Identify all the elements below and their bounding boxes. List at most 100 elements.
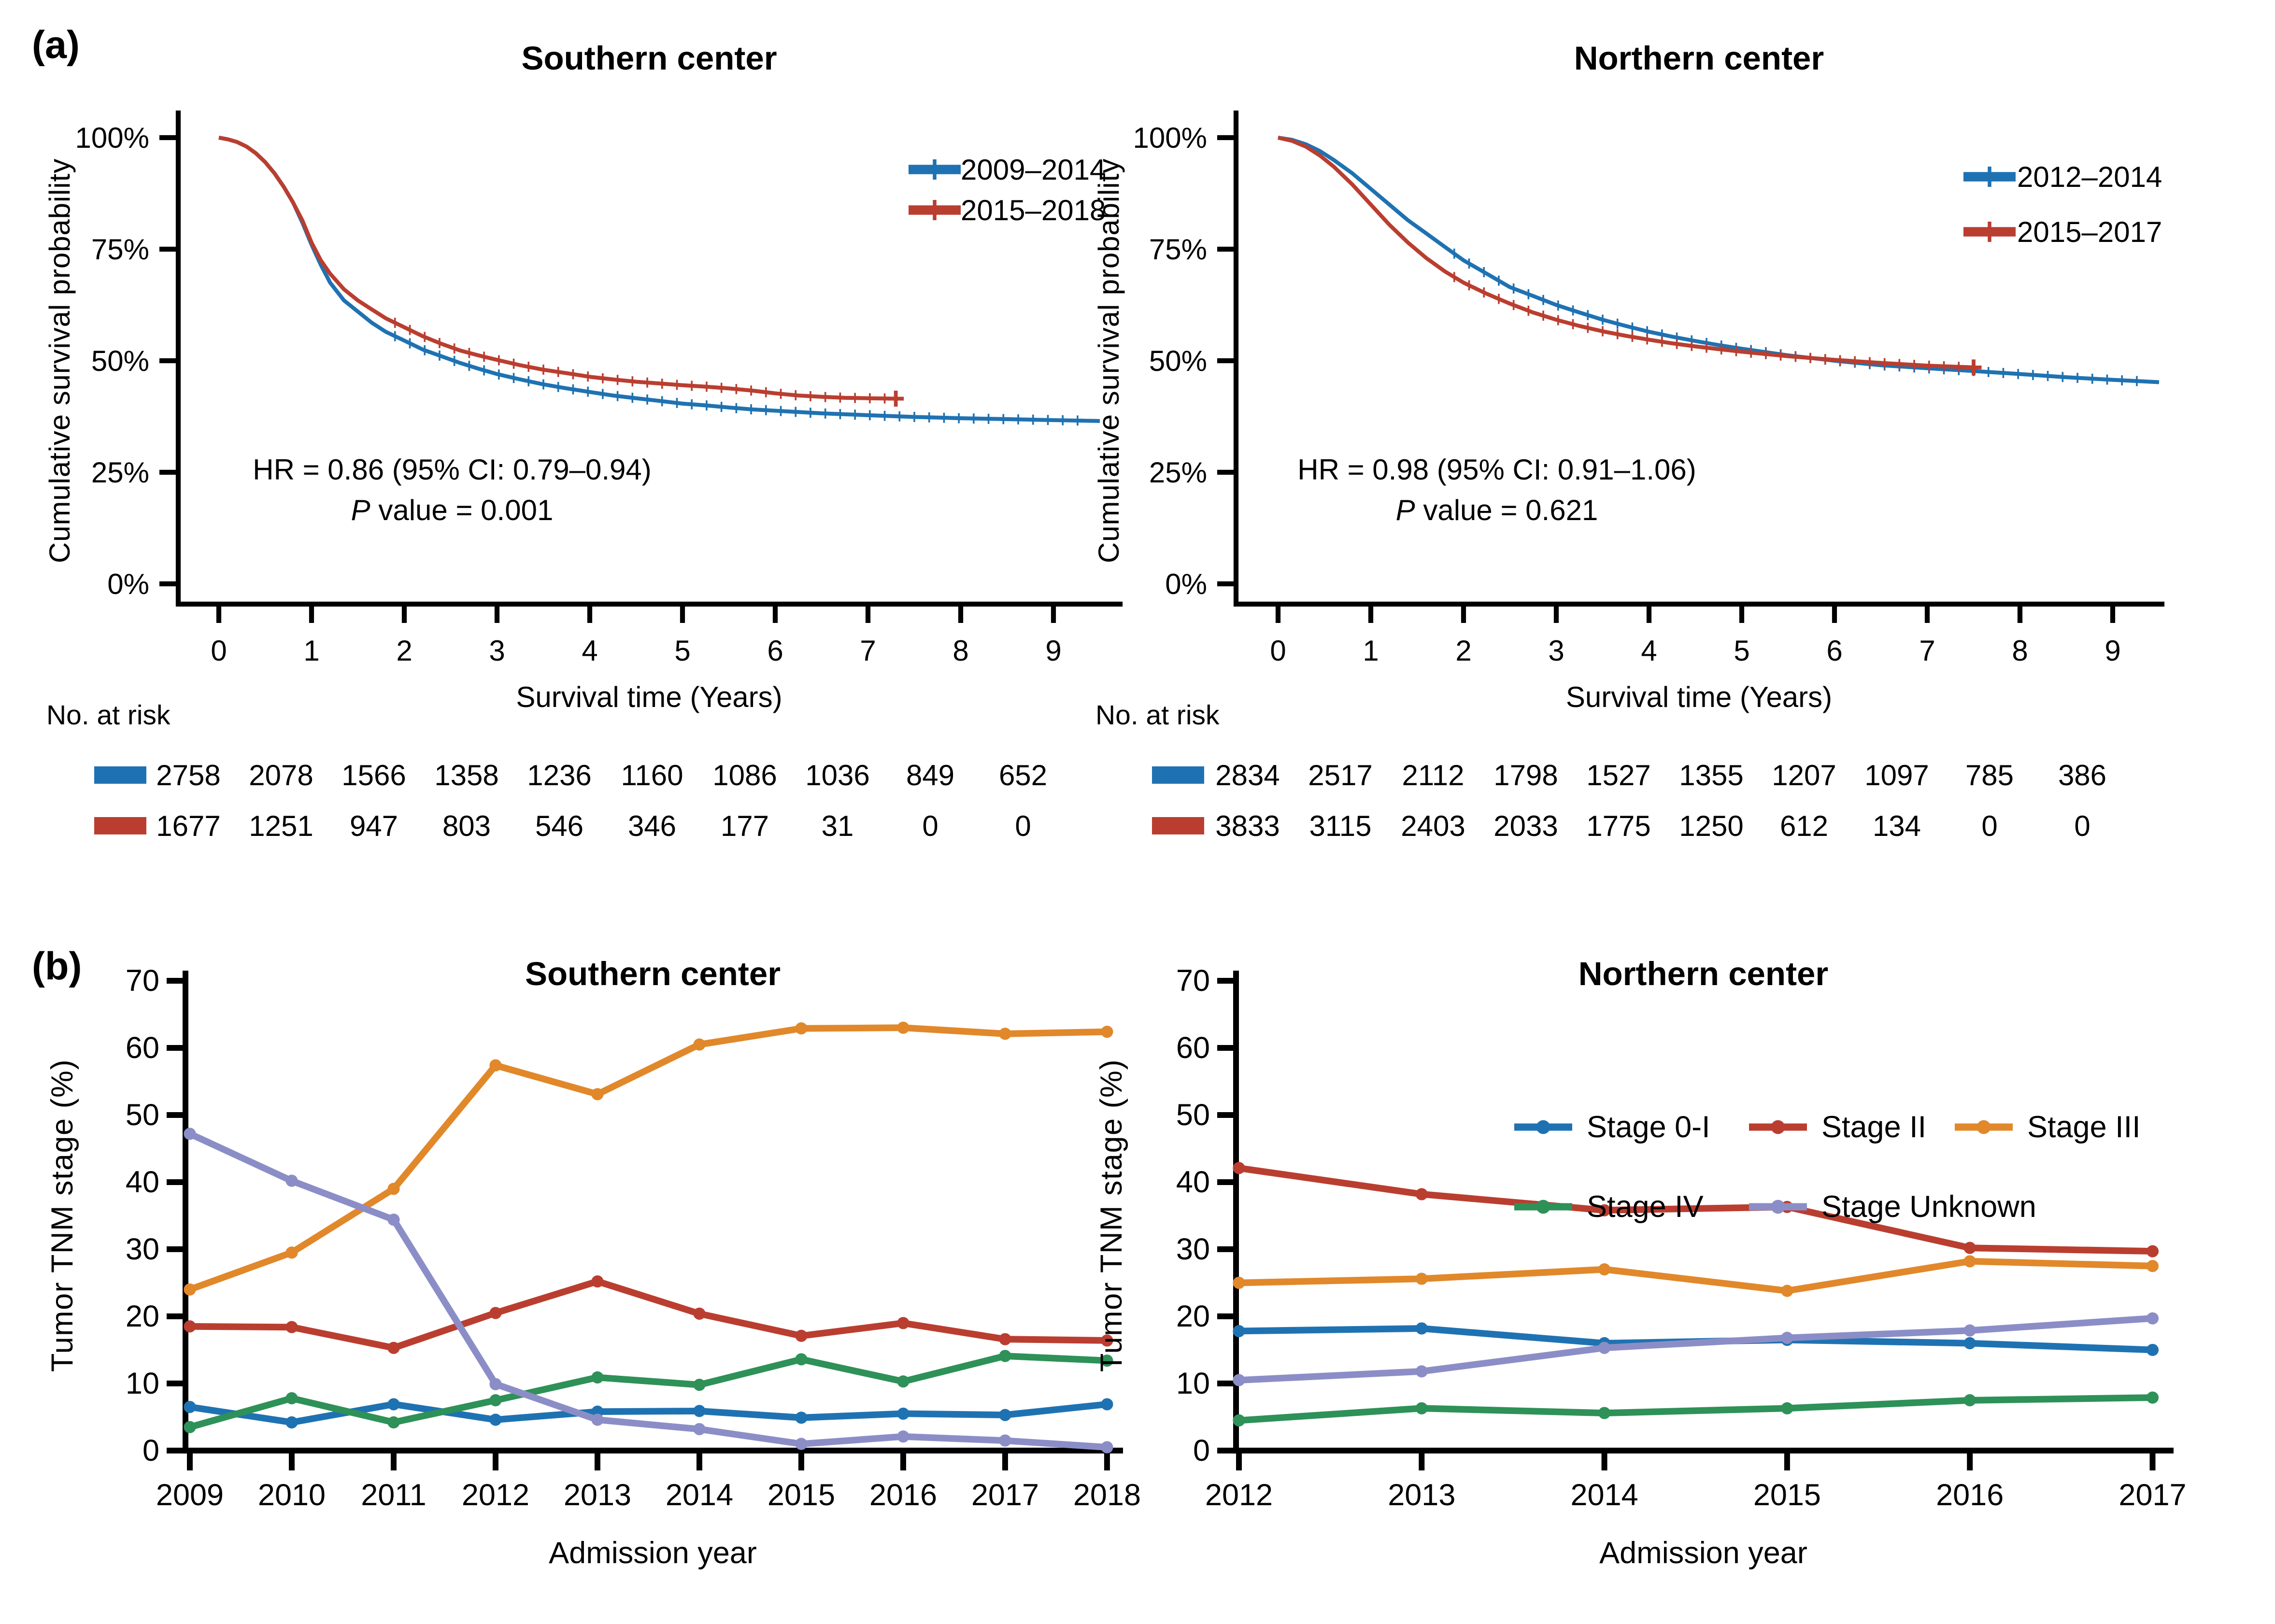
data-point bbox=[184, 1283, 196, 1296]
y-tick-label: 30 bbox=[1176, 1232, 1210, 1266]
data-point bbox=[1233, 1414, 1245, 1426]
x-tick-label: 5 bbox=[1734, 635, 1749, 667]
risk-count: 1036 bbox=[805, 759, 869, 791]
legend-label: Stage IV bbox=[1587, 1190, 1704, 1224]
data-point bbox=[999, 1350, 1011, 1362]
x-tick-label: 2014 bbox=[1571, 1478, 1638, 1512]
data-point bbox=[1415, 1322, 1428, 1335]
legend-label: Stage Unknown bbox=[1821, 1190, 2036, 1224]
trend-line bbox=[1238, 1394, 2153, 1424]
y-axis-title: Tumor TNM stage (%) bbox=[1095, 1059, 1128, 1372]
x-tick-label: 6 bbox=[767, 635, 783, 667]
axes bbox=[175, 110, 1123, 607]
x-tick-label: 0 bbox=[211, 635, 227, 667]
p-value-annotation: P value = 0.001 bbox=[351, 494, 554, 526]
trend-line bbox=[189, 1278, 1108, 1352]
data-point bbox=[1233, 1162, 1245, 1174]
y-tick-label: 0 bbox=[142, 1434, 159, 1468]
y-tick-label: 50% bbox=[91, 345, 149, 377]
data-point bbox=[1101, 1398, 1113, 1411]
y-tick-label: 20 bbox=[1176, 1299, 1210, 1333]
risk-count: 1355 bbox=[1679, 759, 1743, 791]
x-tick-label: 2013 bbox=[564, 1478, 631, 1512]
x-tick-label: 3 bbox=[489, 635, 505, 667]
panel-b-label: (b) bbox=[32, 945, 82, 988]
x-tick-label: 2011 bbox=[361, 1478, 426, 1512]
y-tick-label: 40 bbox=[1176, 1165, 1210, 1199]
y-tick-label: 20 bbox=[126, 1299, 159, 1333]
risk-count: 2078 bbox=[249, 759, 313, 791]
data-point bbox=[387, 1416, 400, 1429]
data-point bbox=[1101, 1334, 1113, 1347]
risk-count: 1358 bbox=[434, 759, 498, 791]
data-point bbox=[897, 1430, 910, 1443]
data-point bbox=[1963, 1324, 1976, 1337]
data-point bbox=[1963, 1242, 1976, 1254]
data-point bbox=[489, 1307, 502, 1319]
data-point bbox=[285, 1321, 298, 1333]
data-point bbox=[795, 1438, 808, 1450]
risk-count: 1677 bbox=[156, 810, 220, 842]
chart-title: Northern center bbox=[1578, 955, 1829, 992]
survival-curve bbox=[218, 136, 896, 401]
data-point bbox=[184, 1421, 196, 1433]
x-tick-label: 8 bbox=[953, 635, 968, 667]
chart-title: Southern center bbox=[525, 955, 781, 992]
x-tick-label: 8 bbox=[2012, 635, 2028, 667]
risk-count: 346 bbox=[628, 810, 676, 842]
legend-swatch-dot bbox=[1771, 1120, 1785, 1134]
y-tick-label: 25% bbox=[91, 456, 149, 489]
x-tick-label: 2012 bbox=[462, 1478, 529, 1512]
risk-count: 803 bbox=[442, 810, 491, 842]
survival-curve bbox=[1278, 135, 2160, 384]
data-point bbox=[2146, 1391, 2159, 1404]
stage-chart-northern: Northern center 0 10 20 30 40 50 60 70 2012 2013 20… bbox=[1095, 955, 2187, 1570]
hr-annotation: HR = 0.86 (95% CI: 0.79–0.94) bbox=[253, 453, 651, 486]
trend-line bbox=[1238, 1257, 2153, 1294]
x-tick-label: 1 bbox=[1363, 635, 1379, 667]
x-tick-label: 2018 bbox=[1073, 1478, 1141, 1512]
x-axis-title: Survival time (Years) bbox=[1566, 681, 1832, 713]
y-tick-label: 75% bbox=[91, 233, 149, 266]
data-point bbox=[184, 1400, 196, 1413]
x-tick-label: 7 bbox=[1919, 635, 1935, 667]
y-tick-label: 60 bbox=[1176, 1031, 1210, 1065]
x-tick-label: 1 bbox=[303, 635, 319, 667]
y-tick-label: 70 bbox=[126, 964, 159, 998]
data-point bbox=[693, 1379, 706, 1391]
y-tick-label: 100% bbox=[1133, 122, 1207, 154]
risk-count: 1160 bbox=[621, 759, 683, 791]
x-tick-label: 0 bbox=[1270, 635, 1286, 667]
data-point bbox=[1781, 1331, 1793, 1344]
data-point bbox=[2146, 1260, 2159, 1272]
trend-line bbox=[1238, 1315, 2153, 1384]
data-point bbox=[1598, 1407, 1611, 1419]
x-tick-label: 2 bbox=[1455, 635, 1471, 667]
data-point bbox=[1101, 1355, 1113, 1367]
legend-label: 2009–2014 bbox=[961, 154, 1106, 186]
legend-label: 2012–2014 bbox=[2017, 161, 2162, 193]
data-point bbox=[184, 1128, 196, 1140]
risk-count: 0 bbox=[1981, 810, 1997, 842]
data-point bbox=[2146, 1245, 2159, 1257]
y-axis-title: Cumulative survival probability bbox=[1093, 158, 1125, 563]
y-tick-label: 0% bbox=[107, 568, 149, 600]
y-tick-label: 0% bbox=[1165, 568, 1207, 600]
risk-count: 546 bbox=[535, 810, 583, 842]
y-tick-label: 75% bbox=[1149, 233, 1207, 266]
chart-title: Northern center bbox=[1574, 40, 1824, 77]
data-point bbox=[591, 1371, 604, 1384]
y-axis-title: Cumulative survival probability bbox=[43, 158, 76, 563]
x-tick-label: 2016 bbox=[1936, 1478, 2004, 1512]
x-tick-label: 3 bbox=[1548, 635, 1564, 667]
risk-count: 0 bbox=[2074, 810, 2090, 842]
chart-title: Southern center bbox=[521, 40, 777, 77]
data-point bbox=[795, 1353, 808, 1366]
data-point bbox=[1781, 1402, 1793, 1414]
data-point bbox=[591, 1088, 604, 1101]
legend-label: Stage II bbox=[1821, 1110, 1926, 1144]
risk-count: 1207 bbox=[1772, 759, 1836, 791]
trend-line bbox=[1238, 1165, 2153, 1255]
x-tick-label: 2015 bbox=[1753, 1478, 1821, 1512]
risk-count: 2403 bbox=[1401, 810, 1465, 842]
